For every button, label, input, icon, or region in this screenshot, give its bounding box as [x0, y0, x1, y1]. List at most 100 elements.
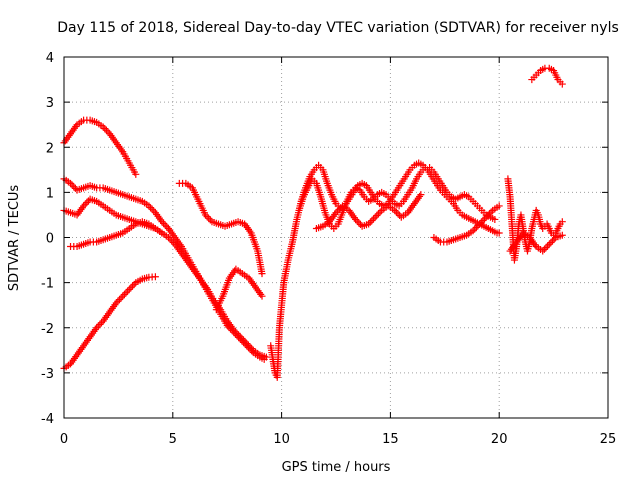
data-point: [168, 237, 176, 245]
data-point: [231, 328, 239, 336]
data-point: [374, 210, 382, 218]
data-point: [544, 242, 552, 250]
data-point: [539, 247, 547, 255]
data-point: [481, 215, 489, 223]
data-point: [112, 299, 120, 307]
data-point: [115, 296, 123, 304]
data-point: [495, 202, 503, 210]
plot-frame: [63, 56, 609, 419]
data-point: [258, 292, 266, 300]
data-point: [474, 222, 482, 230]
data-point: [122, 289, 130, 297]
series-track-a: [60, 116, 140, 178]
series-track-j: [312, 191, 425, 232]
data-point: [391, 206, 399, 214]
data-point: [83, 199, 91, 207]
data-point: [233, 329, 241, 337]
data-point: [98, 319, 106, 327]
data-point: [117, 294, 125, 302]
data-point: [130, 280, 138, 288]
data-point: [158, 218, 166, 226]
data-point: [371, 213, 379, 221]
series-track-i: [295, 164, 499, 232]
data-point: [392, 208, 400, 216]
y-tick-label: -2: [41, 322, 54, 337]
data-point: [469, 227, 477, 235]
data-point: [161, 221, 169, 229]
data-point: [353, 217, 361, 225]
series-track-d: [60, 195, 270, 361]
data-point: [262, 353, 270, 361]
data-point: [352, 215, 360, 223]
data-point: [540, 245, 548, 253]
y-tick-label: 4: [46, 51, 54, 66]
y-axis-label: SDTVAR / TECUs: [7, 185, 22, 292]
data-point: [472, 223, 480, 231]
data-point: [129, 282, 137, 290]
data-point: [491, 215, 499, 223]
x-tick-label: 10: [273, 432, 290, 447]
data-point: [169, 239, 177, 247]
data-point: [166, 235, 174, 243]
data-point: [471, 225, 479, 233]
y-tick-label: -4: [41, 412, 54, 427]
data-point: [151, 273, 159, 281]
data-point: [150, 207, 158, 215]
data-point: [146, 204, 154, 212]
data-point: [99, 123, 107, 131]
y-tick-label: 2: [46, 141, 54, 156]
data-point: [132, 170, 140, 178]
data-point: [164, 234, 172, 241]
data-point: [205, 214, 213, 222]
x-tick-label: 25: [600, 432, 617, 447]
data-point: [96, 320, 104, 328]
data-point: [558, 218, 566, 226]
data-point: [84, 197, 92, 205]
data-point: [376, 208, 384, 216]
data-point: [243, 340, 251, 348]
data-point: [241, 338, 249, 346]
data-point: [365, 220, 373, 228]
data-point: [482, 213, 490, 221]
chart-title: Day 115 of 2018, Sidereal Day-to-day VTE…: [57, 20, 619, 36]
data-point: [238, 334, 246, 342]
data-point: [158, 229, 166, 237]
data-point: [547, 239, 555, 247]
data-point: [495, 229, 503, 237]
data-point: [258, 270, 266, 278]
data-point: [476, 220, 484, 228]
data-point: [394, 210, 402, 218]
y-tick-label: 3: [46, 96, 54, 111]
series-track-k: [430, 202, 503, 246]
data-point: [479, 217, 487, 225]
data-point: [334, 207, 342, 215]
data-point: [549, 237, 557, 245]
data-point: [81, 200, 89, 208]
data-point: [477, 218, 485, 226]
data-point: [550, 235, 558, 243]
data-point: [160, 219, 168, 227]
data-point: [120, 290, 128, 298]
data-point: [70, 183, 78, 191]
data-point: [145, 202, 153, 210]
data-point: [101, 125, 109, 133]
series-track-m: [506, 229, 566, 255]
x-tick-label: 15: [382, 432, 399, 447]
data-point: [332, 209, 340, 217]
data-point: [163, 223, 171, 231]
series-track-b: [60, 273, 159, 372]
data-point: [368, 217, 376, 225]
series-track-g: [212, 265, 266, 314]
data-point: [68, 181, 76, 189]
data-point: [240, 336, 248, 344]
data-point: [558, 80, 566, 88]
data-point: [373, 212, 381, 220]
data-point: [236, 333, 244, 341]
x-tick-label: 0: [60, 432, 68, 447]
grid: [64, 57, 608, 418]
data-point: [201, 211, 209, 219]
y-tick-label: 0: [46, 232, 54, 247]
data-point: [94, 322, 102, 330]
